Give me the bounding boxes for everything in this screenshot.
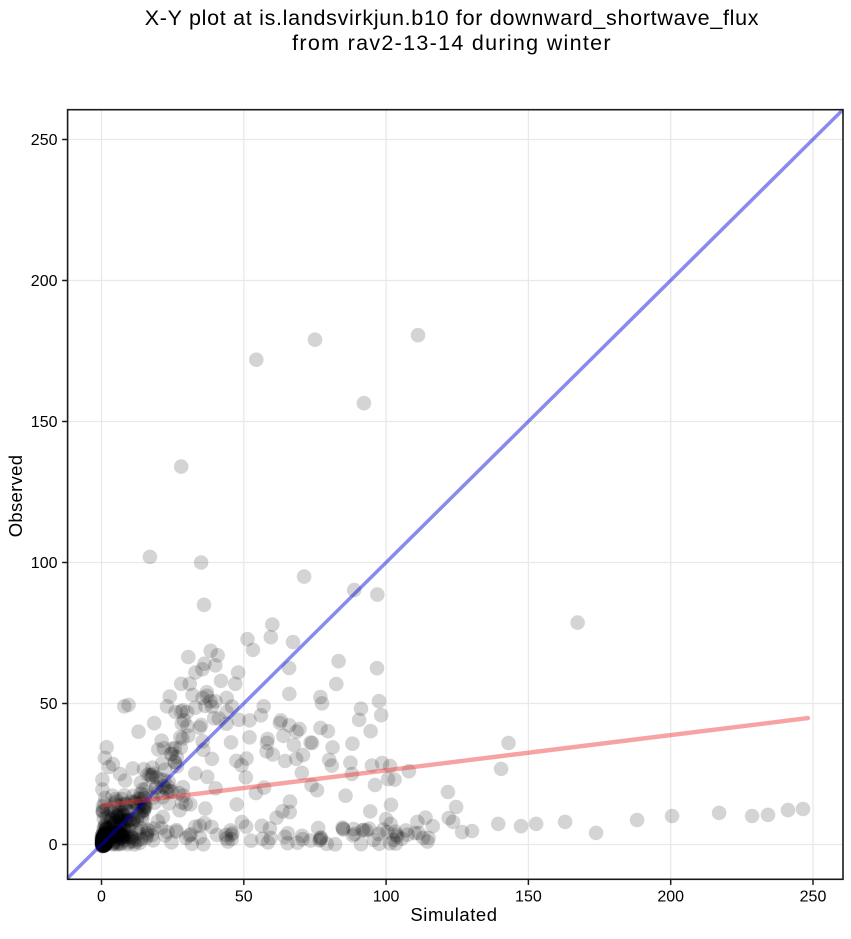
svg-text:X-Y plot at is.landsvirkjun.b1: X-Y plot at is.landsvirkjun.b10 for down… [145,6,760,30]
svg-text:250: 250 [31,132,58,149]
svg-text:from rav2-13-14 during winter: from rav2-13-14 during winter [292,31,612,55]
svg-text:250: 250 [800,889,827,906]
svg-text:100: 100 [373,889,400,906]
svg-text:0: 0 [97,889,106,906]
svg-text:100: 100 [31,555,58,572]
svg-text:200: 200 [31,273,58,290]
svg-text:200: 200 [657,889,684,906]
svg-text:0: 0 [49,837,58,854]
svg-text:Observed: Observed [5,455,26,538]
svg-text:150: 150 [515,889,542,906]
svg-text:50: 50 [40,696,58,713]
svg-text:150: 150 [31,414,58,431]
svg-text:Simulated: Simulated [410,904,497,925]
svg-text:50: 50 [235,889,253,906]
